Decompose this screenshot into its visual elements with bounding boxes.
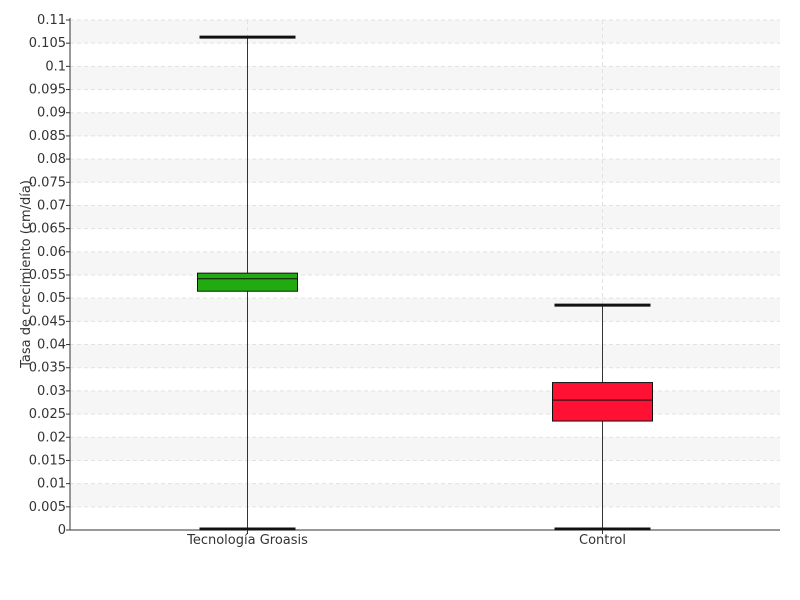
box-iqr [197, 272, 298, 292]
y-tick-label: 0.08 [37, 152, 66, 167]
y-tick-label: 0.095 [29, 83, 66, 98]
box-iqr [552, 382, 653, 422]
grid-band [70, 298, 780, 322]
y-tick-label: 0.075 [29, 175, 66, 190]
grid-band [70, 483, 780, 507]
axes [69, 18, 780, 531]
y-tick-label: 0.005 [29, 500, 66, 515]
y-tick-label: 0.07 [37, 198, 66, 213]
grid-band [70, 390, 780, 415]
y-tick-label: 0.04 [37, 338, 66, 353]
grid-band [70, 437, 780, 461]
grid-band [70, 205, 780, 229]
y-tick-label: 0.05 [37, 291, 66, 306]
box-1 [552, 303, 653, 531]
y-ticks: 0 0.005 0.01 0.015 0.02 0.025 0.03 0.035 0.04 0.0… [29, 13, 70, 538]
y-axis-label: Tasa de crecimiento (cm/día) [19, 180, 34, 369]
grid-band [70, 66, 780, 90]
y-tick-label: 0.085 [29, 129, 66, 144]
grid-band [70, 112, 780, 136]
y-tick-label: 0.02 [37, 430, 66, 445]
x-tick-label: Control [579, 533, 626, 548]
x-tick-labels: Tecnología Groasis Control [186, 530, 626, 548]
y-tick-label: 0.035 [29, 361, 66, 376]
grid-band [70, 251, 780, 275]
y-tick-label: 0.055 [29, 268, 66, 283]
grid-band [70, 20, 780, 44]
y-tick-label: 0.015 [29, 453, 66, 468]
y-tick-label: 0.03 [37, 384, 66, 399]
y-tick-label: 0.065 [29, 222, 66, 237]
y-tick-label: 0.105 [29, 36, 66, 51]
y-tick-label: 0.025 [29, 407, 66, 422]
grid-band [70, 159, 780, 183]
box-0 [197, 35, 298, 531]
y-tick-label: 0.09 [37, 106, 66, 121]
grid-lines [70, 19, 780, 530]
y-tick-label: 0.06 [37, 245, 66, 260]
x-tick-label: Tecnología Groasis [186, 533, 308, 548]
y-tick-label: 0.11 [37, 13, 66, 28]
y-tick-label: 0.1 [45, 59, 66, 74]
y-tick-label: 0.045 [29, 314, 66, 329]
y-tick-label: 0.01 [37, 477, 66, 492]
y-tick-label: 0 [58, 523, 66, 538]
grid-band [70, 344, 780, 368]
plot-bands [70, 20, 780, 507]
boxes [197, 35, 653, 531]
